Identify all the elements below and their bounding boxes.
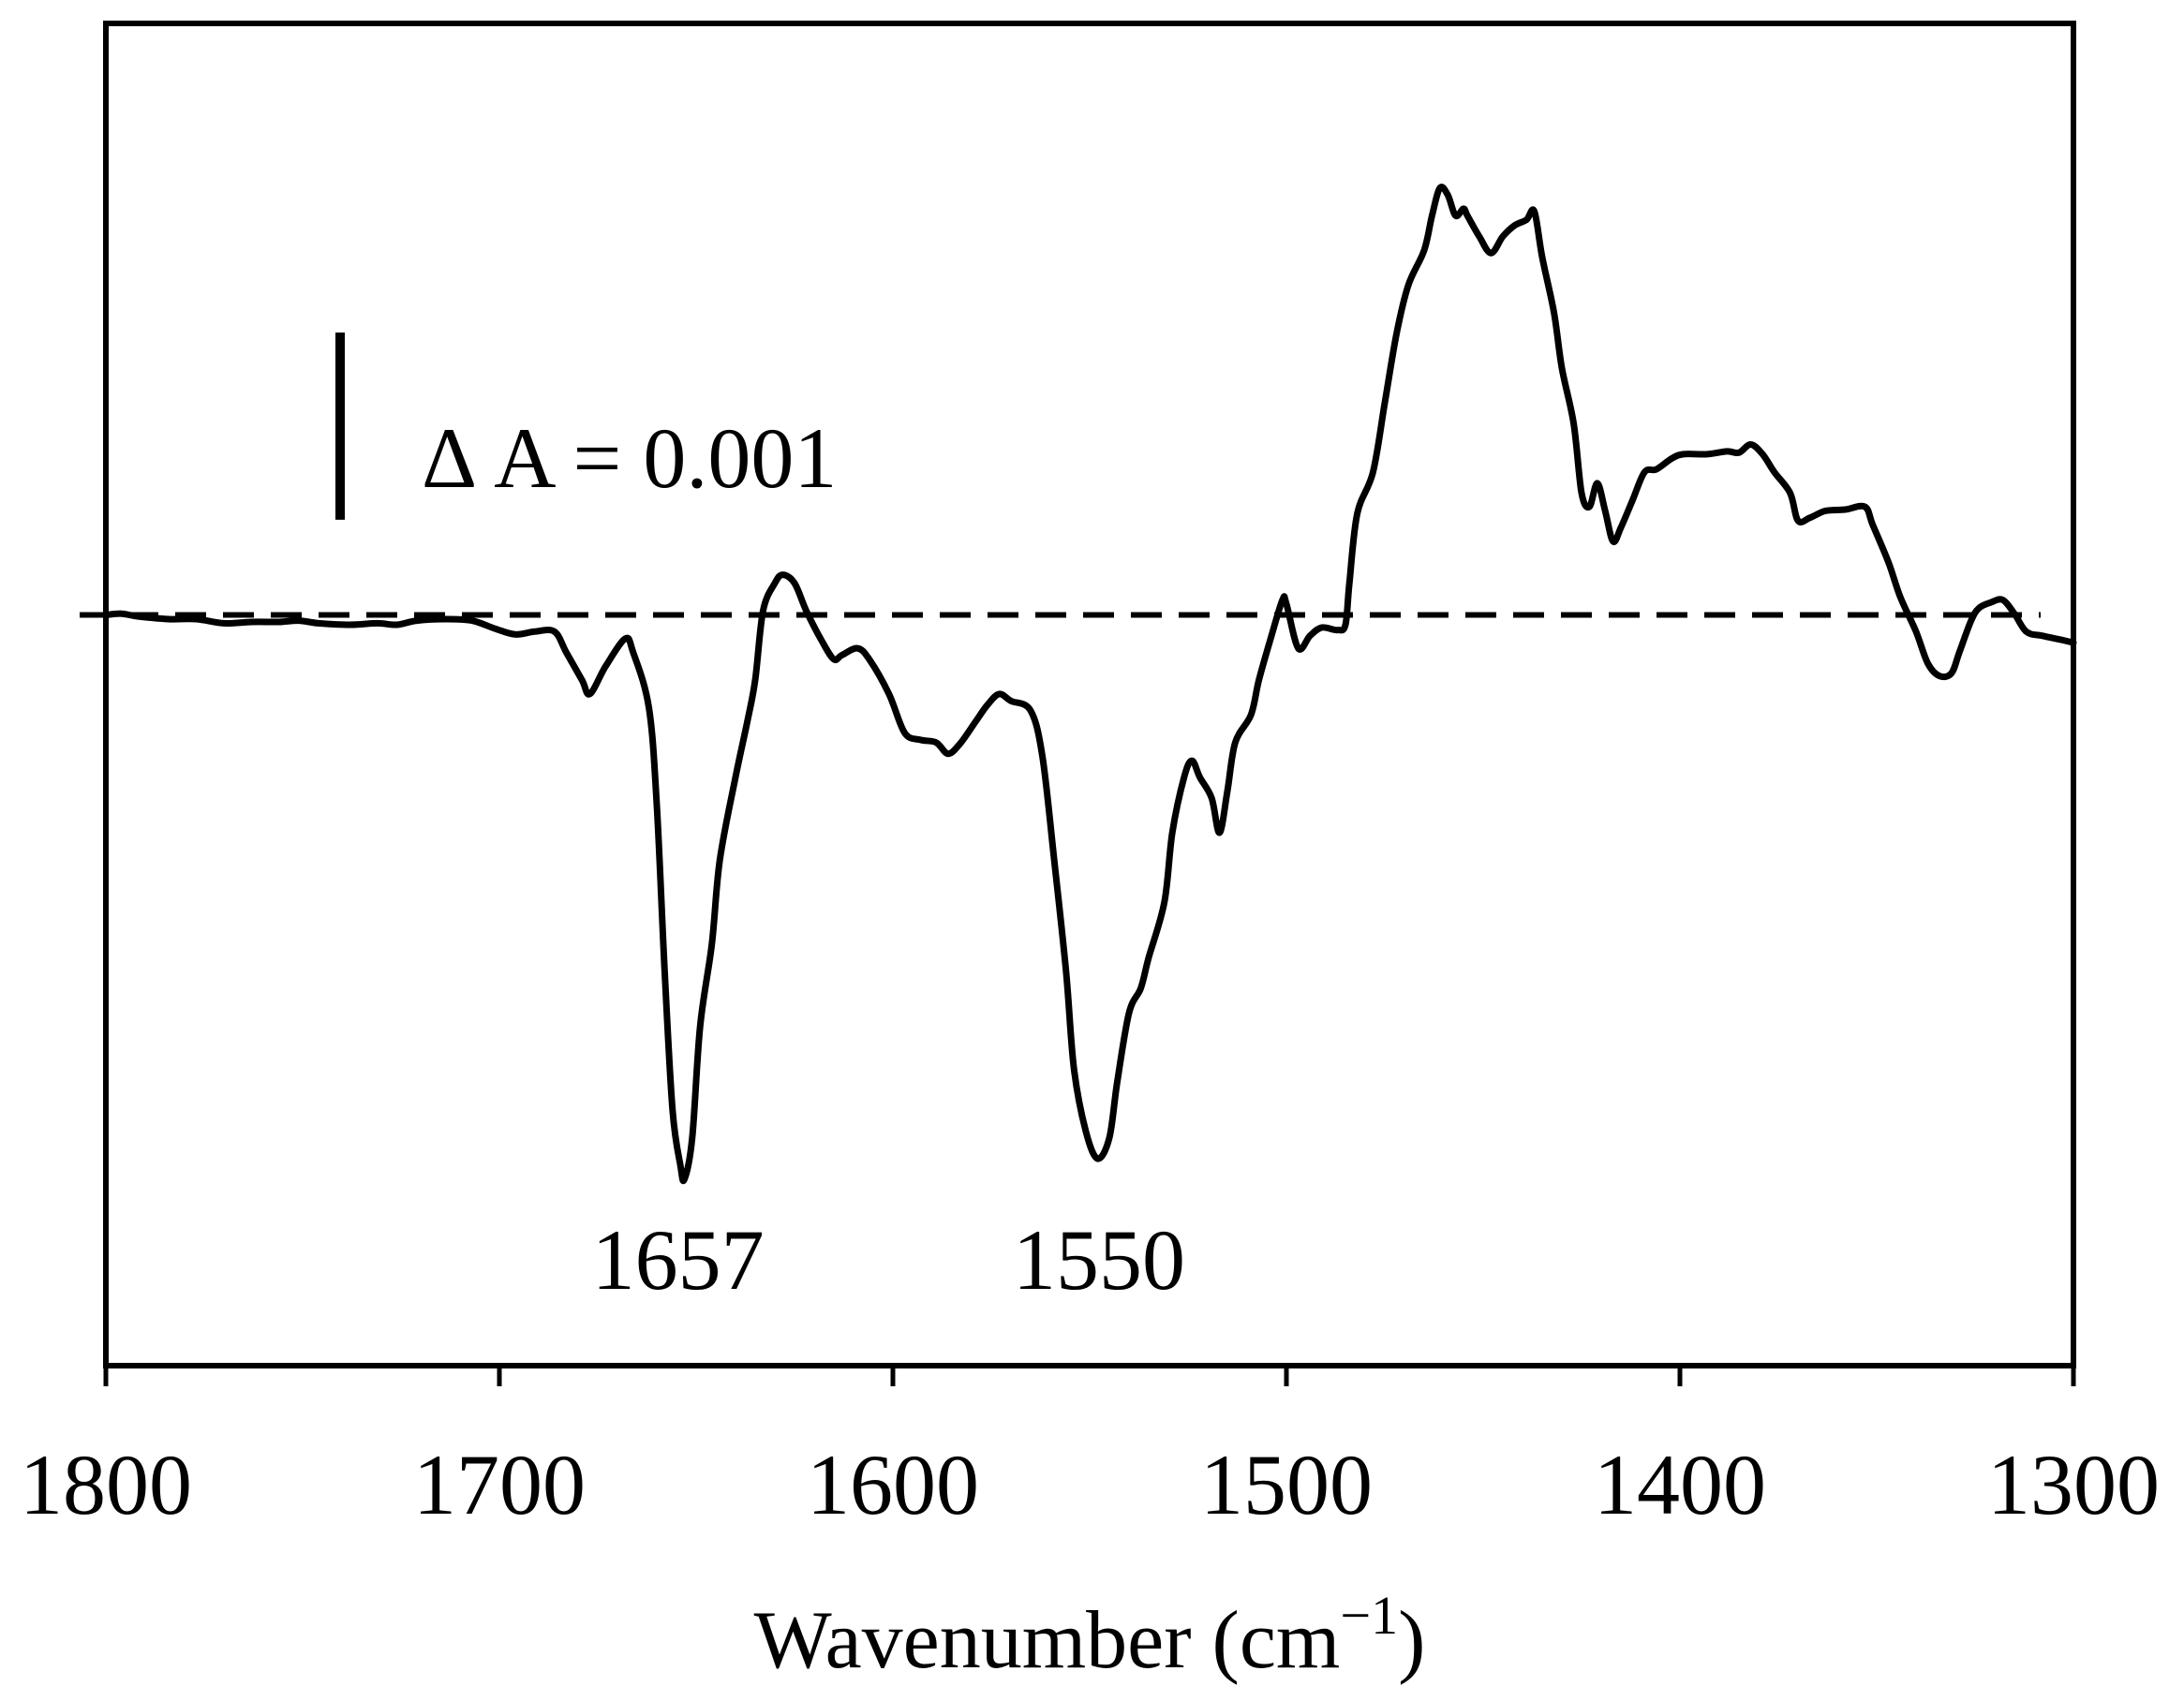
x-tick-label-1600: 1600 — [807, 1437, 979, 1532]
x-tick-label-1800: 1800 — [20, 1437, 192, 1532]
peak-labels: 1657 1550 — [592, 1212, 1185, 1308]
x-axis-ticks: 1800 1700 1600 1500 1400 1300 — [20, 1366, 2160, 1532]
plot-frame — [103, 21, 2076, 1368]
x-axis-label-main: Wavenumber (cm — [754, 1595, 1341, 1686]
x-tick-label-1700: 1700 — [413, 1437, 586, 1532]
x-axis-label-suffix: ) — [1398, 1595, 1425, 1686]
scale-bar-label: Δ A = 0.001 — [422, 410, 837, 506]
spectrum-line — [102, 184, 2077, 1185]
x-axis-label: Wavenumber (cm−1) — [754, 1585, 1426, 1686]
x-tick-label-1500: 1500 — [1200, 1437, 1373, 1532]
peak-label-1550: 1550 — [1013, 1212, 1185, 1308]
peak-label-1657: 1657 — [592, 1212, 765, 1308]
x-tick-label-1400: 1400 — [1594, 1437, 1766, 1532]
x-axis-label-superscript: −1 — [1340, 1585, 1398, 1646]
x-tick-label-1300: 1300 — [1987, 1437, 2160, 1532]
